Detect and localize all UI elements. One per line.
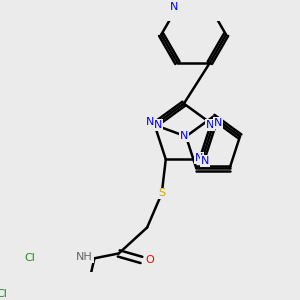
Text: O: O (145, 255, 154, 265)
Text: N: N (214, 118, 222, 128)
Text: Cl: Cl (24, 253, 35, 263)
Text: N: N (170, 2, 178, 12)
Text: N: N (201, 156, 209, 166)
Text: N: N (154, 120, 162, 130)
Text: S: S (158, 188, 165, 198)
Text: N: N (195, 153, 203, 163)
Text: N: N (180, 131, 188, 141)
Text: N: N (146, 117, 154, 127)
Text: Cl: Cl (0, 289, 7, 299)
Text: N: N (206, 120, 214, 130)
Text: NH: NH (76, 252, 93, 262)
